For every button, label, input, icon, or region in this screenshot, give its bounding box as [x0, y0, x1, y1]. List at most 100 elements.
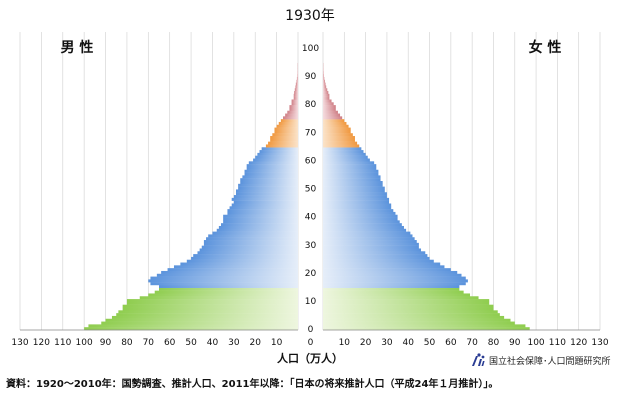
female-bar-age-17: [323, 279, 468, 283]
female-bar-age-62: [323, 152, 366, 156]
female-bar-age-26: [323, 254, 428, 258]
y-tick-label: 70: [305, 128, 317, 138]
male-bar-age-79: [289, 105, 298, 109]
x-tick-label: 0: [308, 338, 314, 348]
male-bar-age-88: [296, 79, 298, 83]
male-bar-age-4: [111, 315, 298, 319]
male-bar-age-75: [283, 116, 298, 120]
female-bar-age-7: [323, 307, 494, 311]
female-bar-age-53: [323, 178, 381, 182]
chart-title: 1930年: [285, 8, 335, 24]
male-bar-age-77: [287, 110, 298, 114]
male-bar-age-53: [240, 178, 298, 182]
male-bar-age-22: [173, 265, 298, 269]
male-bar-age-5: [116, 313, 298, 317]
female-bar-age-57: [323, 166, 377, 170]
male-bar-age-72: [276, 124, 298, 128]
female-bar-age-67: [323, 138, 355, 142]
x-tick-label: 60: [445, 338, 457, 348]
female-bar-age-20: [323, 270, 458, 274]
female-bar-age-52: [323, 181, 383, 185]
female-bar-age-87: [323, 82, 326, 86]
male-bar-age-61: [255, 155, 298, 159]
female-bar-age-31: [323, 240, 417, 244]
male-bar-age-42: [227, 209, 298, 213]
male-bar-age-23: [180, 262, 298, 266]
female-bar-age-65: [323, 144, 360, 148]
y-tick-label: 40: [305, 213, 317, 223]
female-bar-age-59: [323, 161, 375, 165]
male-bar-age-33: [208, 234, 298, 238]
male-bar-age-51: [238, 183, 298, 187]
female-bar-age-79: [323, 105, 336, 109]
female-bar-age-22: [323, 265, 445, 269]
x-tick-label: 40: [403, 338, 415, 348]
female-bar-age-60: [323, 158, 370, 162]
x-tick-label: 40: [207, 338, 219, 348]
x-tick-label: 20: [250, 338, 262, 348]
x-tick-label: 90: [100, 338, 112, 348]
female-bar-age-41: [323, 211, 396, 215]
female-bar-age-12: [323, 293, 471, 297]
x-tick-label: 70: [466, 338, 478, 348]
female-bar-age-42: [323, 209, 394, 213]
x-tick-label: 100: [76, 338, 93, 348]
male-bar-age-59: [248, 161, 298, 165]
male-bar-age-45: [233, 200, 298, 204]
female-bar-age-48: [323, 192, 387, 196]
female-panel-label: 女 性: [529, 39, 562, 56]
bars-layer: [84, 62, 530, 331]
male-bar-age-18: [150, 276, 298, 280]
male-bar-age-39: [223, 217, 298, 221]
female-bar-age-2: [323, 321, 515, 325]
female-bar-age-72: [323, 124, 349, 128]
female-bar-age-43: [323, 206, 392, 210]
female-bar-age-74: [323, 119, 345, 123]
female-bar-age-27: [323, 251, 426, 255]
male-bar-age-56: [244, 169, 298, 173]
male-bar-age-34: [212, 231, 298, 235]
x-tick-label: 100: [527, 338, 544, 348]
female-bar-age-56: [323, 169, 379, 173]
x-tick-label: 30: [381, 338, 393, 348]
male-bar-age-73: [278, 121, 298, 125]
x-tick-label: 50: [424, 338, 436, 348]
female-bar-age-5: [323, 313, 500, 317]
male-bar-age-63: [259, 150, 298, 154]
male-bar-age-69: [272, 133, 298, 137]
axes-layer: 130 120 110 100 90 80 70 60 50 40 30 20 10 0 10 20 30 40 5…: [11, 44, 608, 348]
female-bar-age-23: [323, 262, 441, 266]
male-bar-age-12: [148, 293, 298, 297]
y-tick-label: 90: [305, 72, 317, 82]
x-tick-label: 80: [121, 338, 133, 348]
male-bar-age-57: [246, 166, 298, 170]
female-bar-age-47: [323, 195, 387, 199]
male-bar-age-9: [126, 301, 298, 305]
female-bar-age-89: [323, 76, 325, 80]
x-tick-label: 20: [360, 338, 372, 348]
institute-logo-icon: [472, 353, 485, 366]
y-tick-label: 0: [308, 325, 314, 335]
female-bar-age-33: [323, 234, 413, 238]
female-bar-age-8: [323, 304, 494, 308]
female-bar-age-29: [323, 245, 419, 249]
male-bar-age-25: [191, 256, 298, 260]
female-bar-age-35: [323, 228, 407, 232]
male-bar-age-3: [105, 318, 299, 322]
x-tick-label: 130: [591, 338, 608, 348]
male-bar-age-81: [291, 99, 298, 103]
female-bar-age-32: [323, 237, 415, 241]
female-bar-age-81: [323, 99, 332, 103]
female-bar-age-68: [323, 136, 355, 140]
x-tick-label: 30: [228, 338, 240, 348]
female-bar-age-85: [323, 88, 328, 92]
female-bar-age-88: [323, 79, 325, 83]
male-bar-age-44: [231, 203, 298, 207]
male-bar-age-46: [231, 197, 298, 201]
male-bar-age-90: [297, 74, 298, 78]
female-bar-age-78: [323, 107, 336, 111]
male-bar-age-27: [197, 251, 298, 255]
female-bar-age-1: [323, 324, 526, 328]
female-bar-age-45: [323, 200, 390, 204]
male-bar-age-85: [294, 88, 298, 92]
